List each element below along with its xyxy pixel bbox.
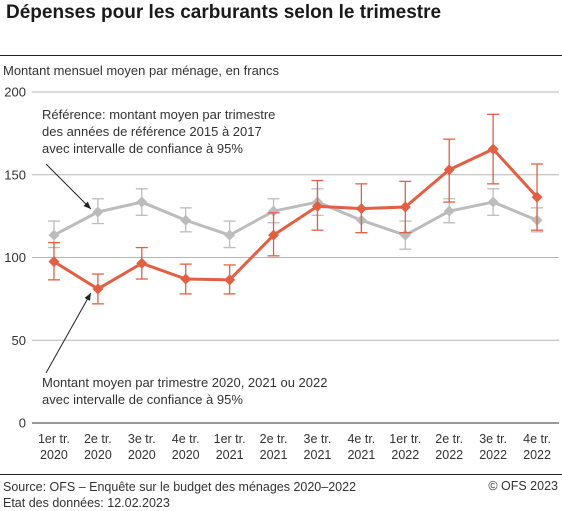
copyright-text: © OFS 2023 xyxy=(488,479,558,493)
reference-arrow-line xyxy=(45,163,92,210)
x-tick-label: 4e tr. xyxy=(523,432,551,446)
current-annotation-text: avec intervalle de confiance à 95% xyxy=(42,392,243,407)
current-data-point xyxy=(487,143,499,155)
x-tick-label: 2022 xyxy=(391,448,419,462)
x-tick-label: 2020 xyxy=(84,448,112,462)
x-tick-label: 1er tr. xyxy=(214,432,246,446)
current-data-point xyxy=(92,283,104,295)
current-annotation-text: Montant moyen par trimestre 2020, 2021 o… xyxy=(42,375,327,390)
x-tick-label: 3e tr. xyxy=(479,432,507,446)
current-data-point xyxy=(311,200,323,212)
chart-title: Dépenses pour les carburants selon le tr… xyxy=(6,2,442,23)
reference-data-point xyxy=(224,229,236,241)
reference-annotation-text: avec intervalle de confiance à 95% xyxy=(42,141,243,156)
x-tick-label: 2e tr. xyxy=(260,432,288,446)
y-tick-label: 100 xyxy=(4,250,26,265)
current-data-point xyxy=(268,229,280,241)
x-tick-label: 2022 xyxy=(523,448,551,462)
current-series-line xyxy=(53,147,539,291)
reference-data-point xyxy=(48,229,60,241)
x-tick-label: 4e tr. xyxy=(172,432,200,446)
x-tick-label: 2020 xyxy=(40,448,68,462)
x-tick-label: 1er tr. xyxy=(38,432,70,446)
reference-data-point xyxy=(443,205,455,217)
x-tick-label: 2022 xyxy=(435,448,463,462)
x-tick-label: 2021 xyxy=(347,448,375,462)
current-arrow-head xyxy=(84,292,91,301)
chart-subtitle: Montant mensuel moyen par ménage, en fra… xyxy=(3,63,280,78)
x-tick-label: 4e tr. xyxy=(347,432,375,446)
current-data-point xyxy=(531,191,543,203)
title-divider xyxy=(0,55,562,56)
data-date-text: Etat des données: 12.02.2023 xyxy=(3,496,170,510)
current-data-point xyxy=(399,201,411,213)
reference-data-point xyxy=(180,214,192,226)
current-data-point xyxy=(180,273,192,285)
line-chart: 0 50 100 150 200 1er tr. 2020 2e tr. 2020 3e tr. 2… xyxy=(4,85,559,462)
reference-series-line xyxy=(53,200,538,237)
x-tick-label: 2021 xyxy=(304,448,332,462)
x-tick-label: 2e tr. xyxy=(84,432,112,446)
reference-annotation-text: Référence: montant moyen par trimestre xyxy=(42,107,275,122)
reference-arrow-head xyxy=(83,201,91,209)
current-data-point xyxy=(355,203,367,215)
x-tick-label: 2e tr. xyxy=(435,432,463,446)
current-data-point xyxy=(224,274,236,286)
x-tick-label: 3e tr. xyxy=(128,432,156,446)
source-text: Source: OFS – Enquête sur le budget des … xyxy=(3,480,357,494)
current-arrow-line xyxy=(45,292,92,374)
y-tick-label: 200 xyxy=(4,85,26,100)
y-tick-label: 50 xyxy=(12,333,26,348)
source-note: Source: OFS – Enquête sur le budget des … xyxy=(3,479,356,511)
x-tick-label: 2020 xyxy=(128,448,156,462)
y-tick-label: 0 xyxy=(19,416,26,431)
x-tick-label: 2021 xyxy=(216,448,244,462)
current-data-point xyxy=(48,256,60,268)
x-tick-label: 3e tr. xyxy=(304,432,332,446)
x-tick-label: 1er tr. xyxy=(389,432,421,446)
y-tick-label: 150 xyxy=(4,167,26,182)
reference-data-point xyxy=(136,196,148,208)
x-tick-label: 2022 xyxy=(479,448,507,462)
x-tick-label: 2020 xyxy=(172,448,200,462)
reference-data-point xyxy=(487,196,499,208)
reference-data-point xyxy=(268,205,280,217)
reference-data-point xyxy=(92,206,104,218)
footer-divider xyxy=(0,474,562,475)
x-tick-label: 2021 xyxy=(260,448,288,462)
reference-annotation-text: des années de référence 2015 à 2017 xyxy=(42,124,262,139)
current-data-point xyxy=(136,257,148,269)
current-data-point xyxy=(443,164,455,176)
